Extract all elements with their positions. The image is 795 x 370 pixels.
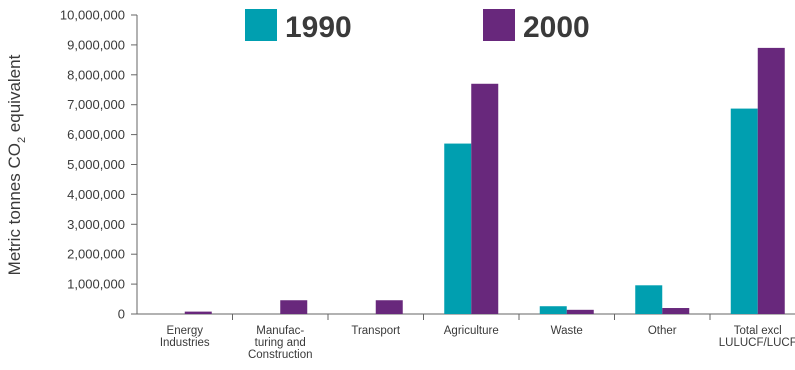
y-axis-title-tail: equivalent bbox=[5, 54, 24, 137]
legend-swatch-2000 bbox=[483, 9, 515, 41]
legend: 1990 2000 bbox=[245, 9, 590, 44]
y-axis: 0 1,000,000 2,000,000 3,000,000 4,000,000 5,0… bbox=[60, 8, 137, 322]
x-axis: Energy Industries Manufac-turing and Constr… bbox=[160, 325, 795, 361]
x-tick-label-line: Total excl bbox=[734, 325, 782, 337]
x-tick-label-line: Industries bbox=[160, 337, 210, 349]
y-tick-label: 6,000,000 bbox=[67, 127, 125, 142]
x-tick-label-line: turing and bbox=[255, 337, 306, 349]
x-tick-label: Waste bbox=[551, 325, 583, 337]
y-tick-label: 2,000,000 bbox=[67, 247, 125, 262]
bar-1990 bbox=[539, 306, 567, 314]
bar-2000 bbox=[662, 308, 690, 314]
bars bbox=[184, 47, 785, 315]
x-tick-label-line: Construction bbox=[248, 349, 313, 361]
x-tick-label-line: Other bbox=[648, 325, 677, 337]
x-tick-label: Agriculture bbox=[444, 325, 499, 337]
bar-2000 bbox=[566, 309, 594, 314]
x-tick-label-line: Waste bbox=[551, 325, 583, 337]
y-tick-label: 9,000,000 bbox=[67, 37, 125, 52]
bar-2000 bbox=[375, 300, 403, 314]
y-axis-title-main: Metric tonnes CO bbox=[5, 143, 24, 275]
y-tick-label: 3,000,000 bbox=[67, 217, 125, 232]
y-tick-label: 1,000,000 bbox=[67, 277, 125, 292]
legend-label-1990: 1990 bbox=[285, 11, 352, 44]
x-tick-label-line: Transport bbox=[351, 325, 401, 337]
x-tick-label: Transport bbox=[351, 325, 401, 337]
bar-2000 bbox=[280, 300, 308, 314]
y-tick-label: 8,000,000 bbox=[67, 67, 125, 82]
y-tick-label: 4,000,000 bbox=[67, 187, 125, 202]
x-tick-label: Total excl LULUCF/LUCF bbox=[719, 325, 795, 349]
legend-label-2000: 2000 bbox=[523, 11, 590, 44]
x-tick-label-line: LULUCF/LUCF bbox=[719, 337, 795, 349]
bar-2000 bbox=[471, 83, 499, 315]
bar-2000 bbox=[184, 311, 212, 314]
x-tick-label: Energy Industries bbox=[160, 325, 210, 349]
bar-1990 bbox=[635, 285, 663, 314]
x-tick-label: Other bbox=[648, 325, 677, 337]
bar-2000 bbox=[757, 47, 785, 314]
x-tick-label-line: Agriculture bbox=[444, 325, 499, 337]
x-tick-label: Manufac-turing and Construction bbox=[248, 325, 313, 361]
y-tick-label: 5,000,000 bbox=[67, 157, 125, 172]
bar-1990 bbox=[730, 108, 758, 314]
y-tick-label: 0 bbox=[118, 307, 125, 322]
y-tick-label: 7,000,000 bbox=[67, 97, 125, 112]
svg-text:Metric tonnes CO2 equivalent: Metric tonnes CO2 equivalent bbox=[5, 54, 28, 275]
y-tick-label: 10,000,000 bbox=[60, 8, 125, 23]
x-tick-label-line: Manufac- bbox=[256, 325, 304, 337]
y-axis-title: Metric tonnes CO2 equivalent bbox=[5, 54, 28, 275]
y-axis-title-subscript: 2 bbox=[16, 137, 28, 143]
x-tick-label-line: Energy bbox=[167, 325, 204, 337]
legend-swatch-1990 bbox=[245, 9, 277, 41]
bar-1990 bbox=[444, 143, 472, 314]
